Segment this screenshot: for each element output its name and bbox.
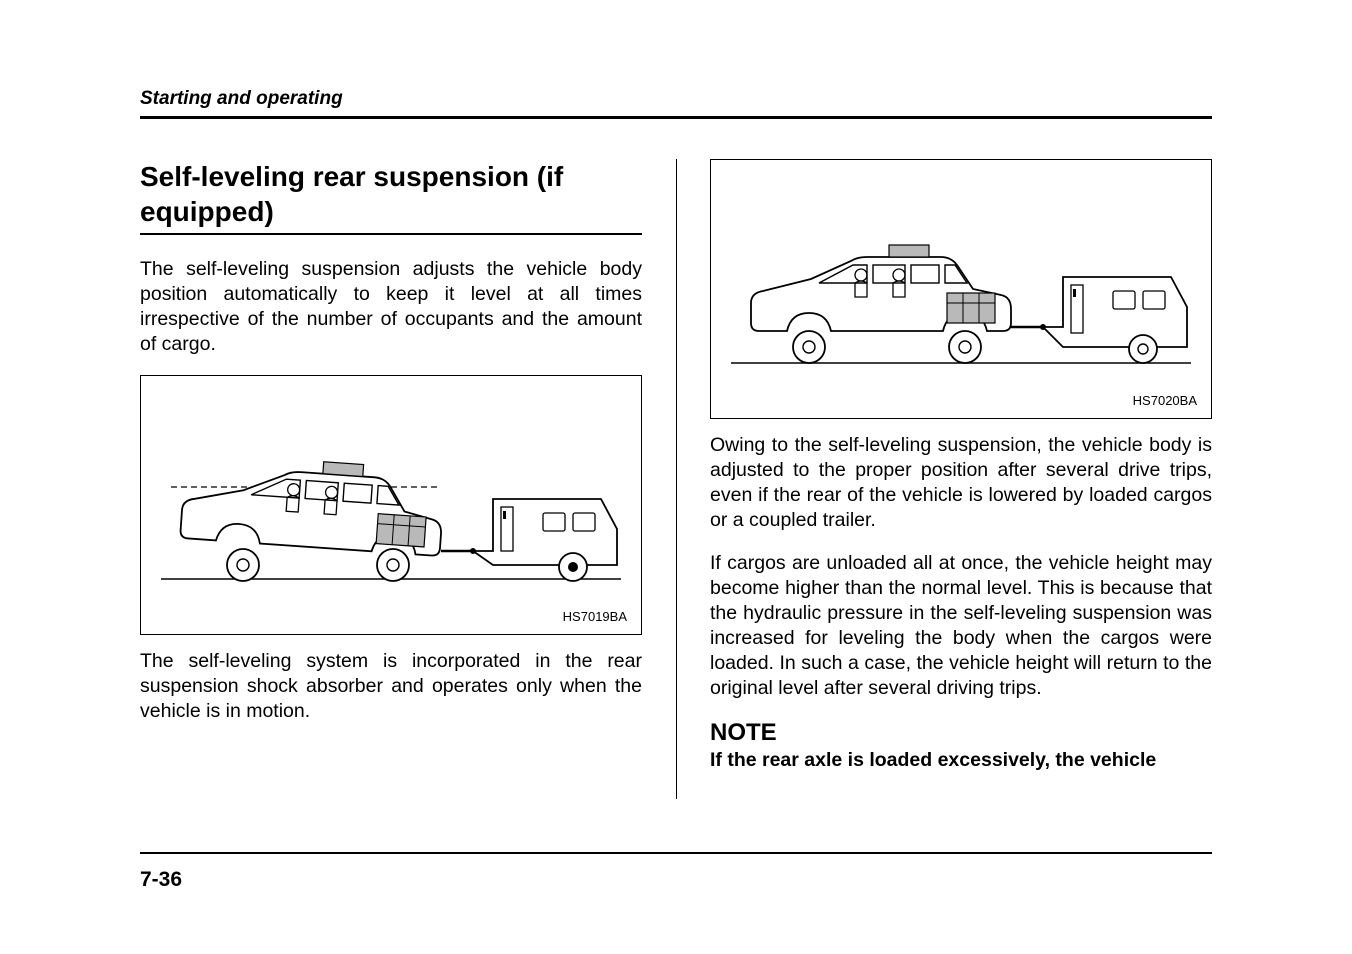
column-divider xyxy=(676,159,677,799)
section-header: Starting and operating xyxy=(140,88,1212,110)
two-column-layout: Self-leveling rear suspension (if equipp… xyxy=(140,159,1212,772)
note-heading: NOTE xyxy=(710,719,1212,747)
manual-page: Starting and operating Self-leveling rea… xyxy=(0,0,1352,954)
right-column: HS7020BA Owing to the self-leveling susp… xyxy=(676,159,1212,772)
figure-2-code: HS7020BA xyxy=(1133,393,1197,408)
section-title: Self-leveling rear suspension (if equipp… xyxy=(140,159,642,229)
left-column: Self-leveling rear suspension (if equipp… xyxy=(140,159,676,772)
suv-trailer-sagging-diagram xyxy=(141,376,641,634)
figure-1: HS7019BA xyxy=(140,375,642,635)
header-divider xyxy=(140,116,1212,119)
note-body: If the rear axle is loaded excessively, … xyxy=(710,749,1212,772)
intro-paragraph: The self-leveling suspension adjusts the… xyxy=(140,257,642,357)
footer-divider xyxy=(140,852,1212,854)
after-fig2-p2: If cargos are unloaded all at once, the … xyxy=(710,551,1212,701)
after-fig2-p1: Owing to the self-leveling suspension, t… xyxy=(710,433,1212,533)
suv-trailer-level-diagram xyxy=(711,160,1211,418)
figure-2: HS7020BA xyxy=(710,159,1212,419)
after-fig1-paragraph: The self-leveling system is incorporated… xyxy=(140,649,642,724)
page-number: 7-36 xyxy=(140,868,182,892)
title-underline xyxy=(140,233,642,235)
figure-1-code: HS7019BA xyxy=(563,609,627,624)
